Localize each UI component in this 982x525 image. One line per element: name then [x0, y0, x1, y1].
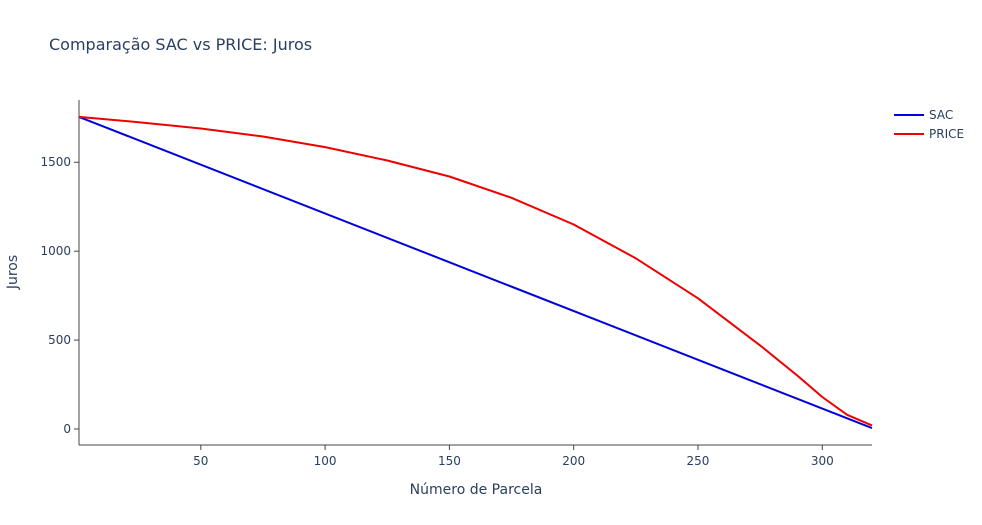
- plot-area: 50 100 150 200 250 300 0 500 1000 1500: [40, 100, 873, 468]
- x-tick-label: 200: [562, 454, 585, 468]
- y-axis-label: Juros: [5, 255, 21, 290]
- legend[interactable]: SAC PRICE: [894, 108, 964, 141]
- y-tick-label: 1500: [40, 155, 71, 169]
- legend-label: PRICE: [929, 127, 964, 141]
- series-lines: [78, 115, 873, 430]
- x-tick-label: 50: [193, 454, 208, 468]
- x-tick-label: 250: [687, 454, 710, 468]
- legend-item-price[interactable]: PRICE: [894, 127, 964, 141]
- series-line-sac: [78, 115, 873, 430]
- x-axis-ticks: 50 100 150 200 250 300: [193, 445, 834, 468]
- chart-title: Comparação SAC vs PRICE: Juros: [49, 35, 312, 54]
- x-tick-label: 150: [438, 454, 461, 468]
- y-axis-ticks: 0 500 1000 1500: [40, 155, 79, 436]
- legend-label: SAC: [929, 108, 953, 122]
- y-tick-label: 1000: [40, 244, 71, 258]
- x-tick-label: 100: [314, 454, 337, 468]
- y-tick-label: 0: [63, 422, 71, 436]
- legend-item-sac[interactable]: SAC: [894, 108, 953, 122]
- y-tick-label: 500: [48, 333, 71, 347]
- x-axis-label: Número de Parcela: [410, 482, 543, 498]
- series-line-price: [78, 115, 873, 427]
- x-tick-label: 300: [811, 454, 834, 468]
